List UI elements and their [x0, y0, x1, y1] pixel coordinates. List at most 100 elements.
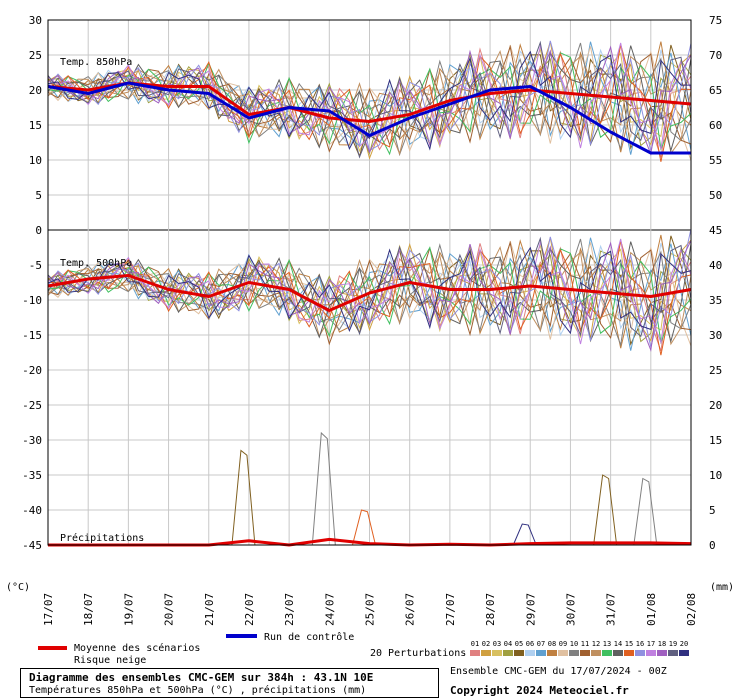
mean-line	[47, 274, 692, 312]
perturbation-t500-line	[47, 246, 692, 343]
perturbation-id: 07	[537, 640, 545, 648]
perturbation-t850-line	[47, 44, 692, 161]
perturbation-swatch	[525, 650, 535, 656]
ensemble-date: Ensemble CMC-GEM du 17/07/2024 - 00Z	[450, 666, 667, 677]
left-tick-label: -45	[22, 539, 42, 552]
perturbation-id: 01	[471, 640, 479, 648]
right-tick-label: 15	[709, 434, 722, 447]
panel-label-t850: Temp. 850hPa	[60, 57, 132, 68]
perturbation-swatch	[536, 650, 546, 656]
perturbation-id: 08	[548, 640, 556, 648]
right-tick-label: 10	[709, 469, 722, 482]
x-tick-label: 22/07	[243, 593, 256, 626]
left-tick-label: -25	[22, 399, 42, 412]
x-tick-label: 29/07	[524, 593, 537, 626]
perturbation-precip-peak	[633, 477, 658, 546]
x-tick-label: 23/07	[283, 593, 296, 626]
perturbation-id: 20	[680, 640, 688, 648]
perturbation-legend: 01 02 03 04 05 06 07 08 09 10 11 12 13 14 15 16 17 18 19 20	[470, 640, 689, 656]
perturbation-precip-peak	[593, 474, 618, 546]
right-tick-label: 5	[709, 504, 716, 517]
left-tick-label: 20	[29, 84, 42, 97]
right-tick-label: 75	[709, 14, 722, 27]
perturbation-id: 03	[493, 640, 501, 648]
perturbation-swatch	[591, 650, 601, 656]
legend-snow-label: Risque neige	[74, 655, 146, 666]
perturbation-swatch	[580, 650, 590, 656]
perturbation-swatch	[679, 650, 689, 656]
x-tick-label: 01/08	[645, 593, 658, 626]
right-tick-label: 40	[709, 259, 722, 272]
perturbation-id: 12	[592, 640, 600, 648]
perturbation-swatch	[503, 650, 513, 656]
x-tick-label: 24/07	[323, 593, 336, 626]
right-tick-label: 55	[709, 154, 722, 167]
right-tick-label: 65	[709, 84, 722, 97]
left-axis: 30 25 20 15 10 5 0 -5 -10 -15 -20 -25 -30 -35 -40 -45	[22, 14, 42, 552]
perturbation-swatch	[602, 650, 612, 656]
perturbation-t500-line	[47, 240, 692, 347]
perturbation-t500-line	[47, 238, 692, 347]
perturbation-id: 11	[581, 640, 589, 648]
perturbation-id: 14	[614, 640, 622, 648]
perturbation-id: 13	[603, 640, 611, 648]
right-tick-label: 50	[709, 189, 722, 202]
right-tick-label: 20	[709, 399, 722, 412]
perturbation-id: 05	[515, 640, 523, 648]
left-tick-label: -30	[22, 434, 42, 447]
x-tick-label: 31/07	[605, 593, 618, 626]
right-tick-label: 45	[709, 224, 722, 237]
perturbation-swatch	[547, 650, 557, 656]
perturbation-swatch	[514, 650, 524, 656]
x-tick-label: 26/07	[404, 593, 417, 626]
perturbation-id: 10	[570, 640, 578, 648]
perturbation-id: 04	[504, 640, 512, 648]
left-tick-label: 10	[29, 154, 42, 167]
control-run-line	[47, 81, 691, 155]
perturbation-lines	[47, 40, 692, 546]
perturbation-t500-line	[47, 240, 692, 353]
left-tick-label: 30	[29, 14, 42, 27]
right-unit-label: (mm)	[710, 582, 734, 593]
perturbation-id: 06	[526, 640, 534, 648]
footer-subtitle: Températures 850hPa et 500hPa (°C) , pré…	[29, 685, 367, 696]
footer-box: Diagramme des ensembles CMC-GEM sur 384h…	[20, 668, 439, 698]
right-tick-label: 30	[709, 329, 722, 342]
footer-title: Diagramme des ensembles CMC-GEM sur 384h…	[29, 671, 374, 684]
perturbation-t850-line	[47, 50, 691, 151]
right-tick-label: 35	[709, 294, 722, 307]
right-tick-label: 70	[709, 49, 722, 62]
perturbation-id: 18	[658, 640, 666, 648]
perturbation-t850-line	[47, 45, 692, 157]
left-tick-label: 0	[35, 224, 42, 237]
perturbation-precip-peak	[352, 509, 376, 546]
left-tick-label: -40	[22, 504, 42, 517]
perturbation-t500-line	[47, 245, 692, 346]
perturbation-t850-line	[47, 53, 692, 155]
perturbation-t850-line	[47, 40, 692, 159]
perturbation-swatch	[613, 650, 623, 656]
perturbation-swatch	[492, 650, 502, 656]
left-tick-label: 15	[29, 119, 42, 132]
perturbation-t850-line	[47, 49, 692, 156]
perturbation-t850-line	[47, 42, 692, 157]
left-tick-label: -20	[22, 364, 42, 377]
perturbation-id: 19	[669, 640, 677, 648]
left-tick-label: -15	[22, 329, 42, 342]
left-tick-label: -10	[22, 294, 42, 307]
left-tick-label: -35	[22, 469, 42, 482]
right-tick-label: 25	[709, 364, 722, 377]
copyright: Copyright 2024 Meteociel.fr	[450, 684, 629, 697]
perturbation-t500-line	[47, 246, 692, 335]
perturbation-precip-peak	[311, 431, 336, 546]
perturbation-t500-line	[47, 236, 692, 338]
x-tick-label: 18/07	[82, 593, 95, 626]
perturbation-swatch	[481, 650, 491, 656]
perturbation-precip-peak	[512, 523, 537, 546]
mean-line	[47, 81, 692, 123]
left-tick-label: 25	[29, 49, 42, 62]
left-unit-label: (°C)	[6, 582, 30, 593]
x-tick-label: 28/07	[484, 593, 497, 626]
